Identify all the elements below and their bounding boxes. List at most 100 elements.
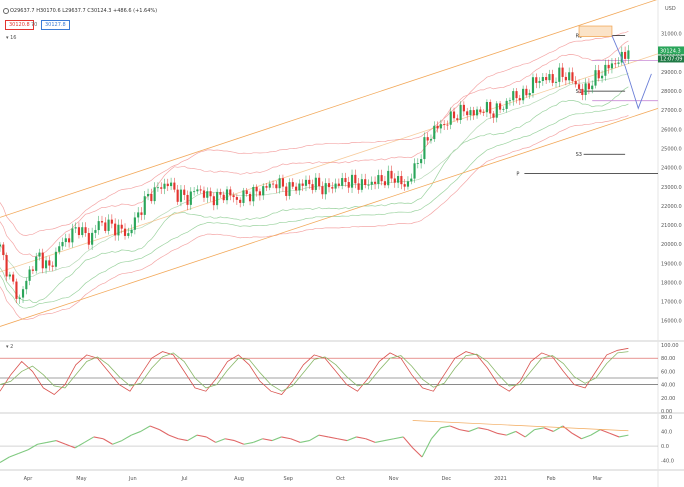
candle-body[interactable] — [100, 221, 104, 223]
candle-body[interactable] — [163, 183, 166, 189]
oscillator-pane[interactable]: ▾ 2 — [0, 344, 658, 395]
candle-body[interactable] — [130, 229, 133, 234]
candle-body[interactable] — [202, 190, 206, 198]
candle-body[interactable] — [183, 189, 186, 195]
candle-body[interactable] — [436, 125, 439, 129]
candle-body[interactable] — [522, 88, 525, 101]
candle-body[interactable] — [380, 175, 383, 182]
candle-body[interactable] — [61, 242, 64, 247]
candle-body[interactable] — [64, 238, 67, 243]
candle-body[interactable] — [439, 124, 442, 129]
time-axis[interactable]: Apr May Jun Jul Aug Sep Oct Nov Dec 2021 Feb Mar — [24, 476, 604, 482]
indicator-count-badge[interactable]: ▾ 16 — [6, 35, 16, 41]
candle-body[interactable] — [321, 186, 324, 195]
candle-body[interactable] — [357, 183, 360, 190]
candle-body[interactable] — [508, 100, 512, 102]
candle-body[interactable] — [68, 238, 71, 243]
candle-body[interactable] — [84, 227, 87, 234]
chart-menu-icon[interactable] — [3, 8, 9, 14]
candle-body[interactable] — [551, 74, 554, 83]
candle-body[interactable] — [495, 103, 498, 118]
candle-body[interactable] — [574, 81, 577, 85]
candle-body[interactable] — [245, 190, 248, 194]
candle-body[interactable] — [173, 182, 176, 190]
candle-body[interactable] — [25, 280, 28, 290]
candle-body[interactable] — [242, 190, 245, 203]
candle-body[interactable] — [94, 230, 97, 233]
candle-body[interactable] — [143, 196, 146, 215]
candle-body[interactable] — [123, 228, 127, 236]
candle-body[interactable] — [239, 199, 242, 203]
candle-body[interactable] — [104, 222, 107, 231]
candle-body[interactable] — [248, 193, 252, 202]
candle-body[interactable] — [137, 212, 140, 218]
candle-body[interactable] — [219, 192, 222, 195]
candle-body[interactable] — [275, 184, 278, 189]
candle-body[interactable] — [301, 183, 304, 186]
candle-body[interactable] — [2, 244, 5, 256]
candle-body[interactable] — [232, 195, 235, 198]
candle-body[interactable] — [5, 255, 8, 277]
candle-body[interactable] — [548, 74, 551, 81]
candle-body[interactable] — [561, 67, 564, 77]
candle-body[interactable] — [311, 184, 314, 190]
target-zone-box[interactable] — [578, 25, 613, 37]
candle-body[interactable] — [554, 81, 558, 83]
candle-body[interactable] — [146, 193, 150, 197]
candle-body[interactable] — [133, 217, 136, 230]
candle-body[interactable] — [446, 124, 449, 126]
sell-price-button[interactable]: 30120.8 — [5, 20, 34, 30]
candle-body[interactable] — [492, 113, 495, 118]
candle-body[interactable] — [584, 83, 587, 95]
candle-body[interactable] — [370, 181, 373, 185]
candle-body[interactable] — [568, 72, 571, 81]
candle-body[interactable] — [564, 76, 567, 81]
candle-body[interactable] — [120, 224, 123, 229]
candle-body[interactable] — [505, 100, 508, 109]
candle-body[interactable] — [387, 170, 390, 186]
candle-body[interactable] — [74, 227, 77, 229]
candle-body[interactable] — [597, 70, 600, 79]
candle-body[interactable] — [268, 183, 271, 188]
candle-body[interactable] — [624, 51, 627, 59]
candle-body[interactable] — [604, 64, 607, 76]
projection-path[interactable] — [611, 35, 652, 110]
candle-body[interactable] — [291, 182, 294, 187]
candle-body[interactable] — [350, 174, 354, 188]
candle-body[interactable] — [528, 93, 531, 96]
candle-body[interactable] — [127, 233, 130, 236]
candle-body[interactable] — [416, 163, 419, 164]
candle-body[interactable] — [397, 176, 400, 183]
candle-body[interactable] — [462, 104, 465, 112]
candle-body[interactable] — [54, 251, 57, 267]
candle-body[interactable] — [423, 137, 426, 160]
candle-body[interactable] — [377, 175, 380, 184]
candle-body[interactable] — [535, 77, 538, 83]
candle-body[interactable] — [426, 137, 429, 141]
candle-body[interactable] — [614, 63, 617, 65]
candle-body[interactable] — [558, 67, 561, 82]
candle-body[interactable] — [110, 219, 113, 224]
candle-body[interactable] — [383, 181, 386, 186]
candle-body[interactable] — [318, 177, 321, 187]
candle-body[interactable] — [15, 281, 18, 299]
candle-body[interactable] — [222, 194, 225, 201]
candle-body[interactable] — [601, 75, 604, 79]
candle-body[interactable] — [502, 108, 505, 110]
candle-body[interactable] — [489, 101, 492, 114]
candle-body[interactable] — [51, 265, 54, 267]
candle-body[interactable] — [229, 189, 232, 196]
candle-body[interactable] — [577, 84, 581, 89]
candle-body[interactable] — [607, 64, 610, 69]
candle-body[interactable] — [541, 77, 544, 82]
candle-body[interactable] — [587, 83, 590, 90]
price-axis[interactable]: 16000.0 17000.0 18000.0 19000.0 20000.0 21000… — [658, 32, 684, 465]
candle-body[interactable] — [337, 183, 340, 186]
candle-body[interactable] — [285, 186, 288, 196]
candle-body[interactable] — [324, 183, 327, 195]
candle-body[interactable] — [591, 85, 594, 90]
candle-body[interactable] — [459, 104, 462, 120]
candle-body[interactable] — [255, 187, 258, 192]
candle-body[interactable] — [475, 109, 479, 116]
candle-body[interactable] — [429, 139, 433, 141]
